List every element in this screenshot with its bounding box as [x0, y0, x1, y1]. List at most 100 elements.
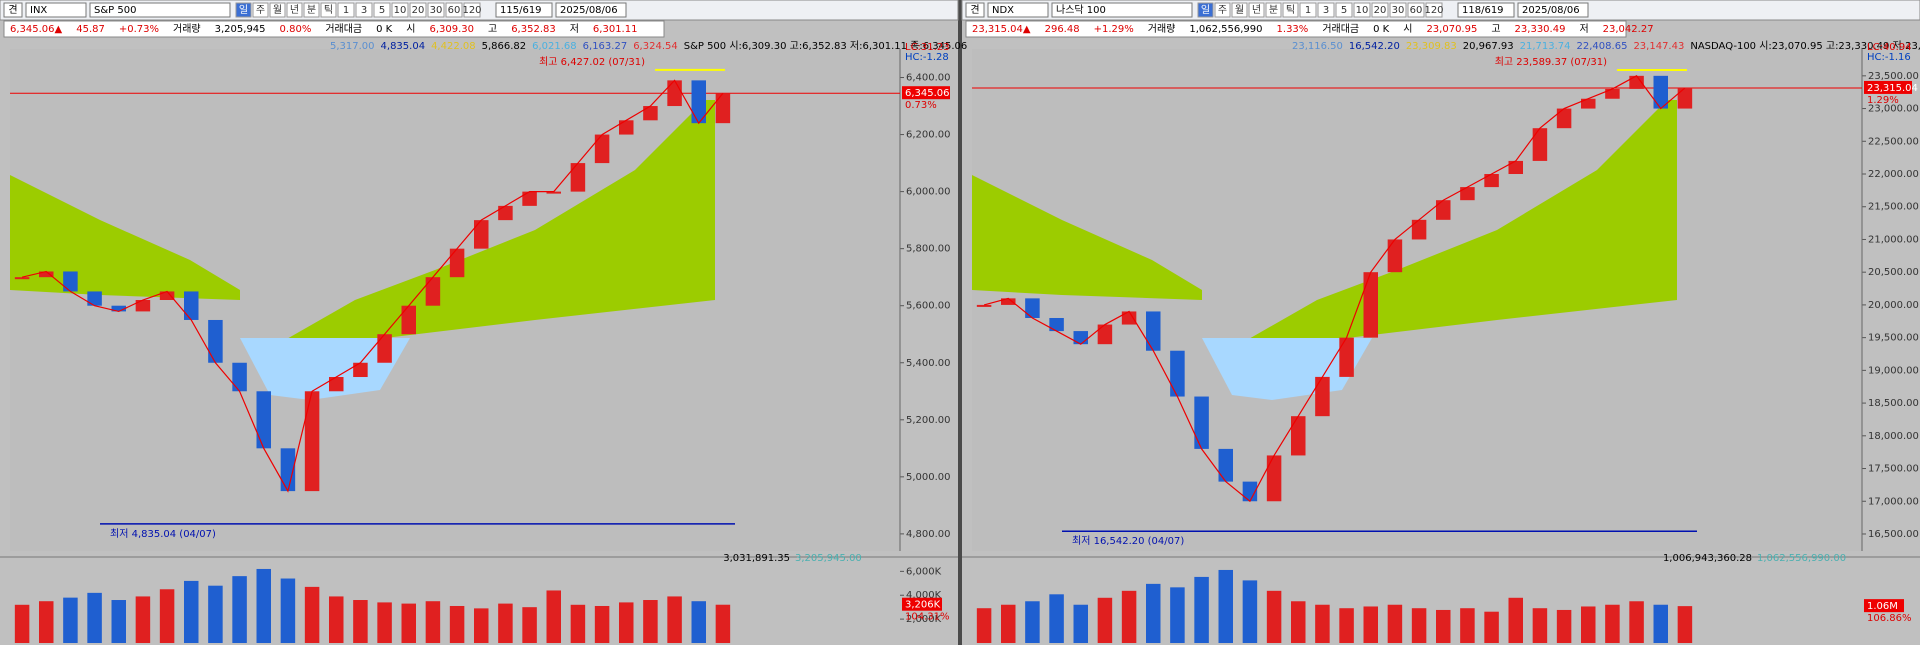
volume-bar — [449, 605, 465, 643]
period-button[interactable] — [1248, 2, 1265, 18]
period-button[interactable] — [1265, 2, 1282, 18]
period-label[interactable]: 120 — [462, 5, 481, 16]
period-label[interactable]: 틱 — [324, 4, 333, 16]
tab[interactable] — [3, 2, 23, 18]
tab-label[interactable]: 견 — [970, 4, 979, 16]
name-box[interactable] — [89, 2, 231, 18]
period-button[interactable] — [1317, 2, 1335, 18]
code-box[interactable] — [25, 2, 87, 18]
period-button[interactable] — [235, 2, 252, 18]
period-label[interactable]: 년 — [1252, 4, 1261, 16]
legend-item: S&P 500 시:6,309.30 고:6,352.83 저:6,301.11… — [684, 40, 968, 52]
candle — [401, 305, 416, 335]
period-label[interactable]: 분 — [1269, 4, 1278, 16]
date-box[interactable] — [555, 2, 627, 18]
period-label[interactable]: 3 — [1323, 5, 1329, 16]
code-box[interactable] — [987, 2, 1049, 18]
volume-bar — [1170, 587, 1185, 643]
info-item: 45.87 — [76, 24, 105, 35]
candle — [522, 191, 537, 206]
period-button[interactable] — [269, 2, 286, 18]
candle — [715, 93, 731, 124]
period-label[interactable]: 월 — [1235, 4, 1244, 16]
period-label[interactable]: 틱 — [1286, 4, 1295, 16]
volume-bar — [1629, 601, 1644, 643]
period-label[interactable]: 10 — [394, 5, 407, 16]
candle — [1653, 75, 1668, 109]
volume-bar — [159, 589, 175, 643]
period-button[interactable] — [1371, 2, 1389, 18]
period-label[interactable]: 60 — [448, 5, 461, 16]
period-label[interactable]: 20 — [1374, 5, 1387, 16]
info-item: 6,301.11 — [593, 24, 638, 35]
period-button[interactable] — [391, 2, 409, 18]
period-label[interactable]: 30 — [430, 5, 443, 16]
volume-bar — [1001, 604, 1016, 643]
y-tick-label: 6,200.00 — [906, 130, 951, 141]
tab-label[interactable]: 견 — [8, 4, 17, 16]
date-box[interactable] — [1517, 2, 1589, 18]
period-button[interactable] — [1214, 2, 1231, 18]
info-item: +0.73% — [119, 24, 159, 35]
volume-bar — [546, 590, 561, 643]
period-label[interactable]: 5 — [379, 5, 385, 16]
period-button[interactable] — [1407, 2, 1425, 18]
period-button[interactable] — [373, 2, 391, 18]
volume-bar — [377, 602, 392, 643]
candle — [14, 277, 30, 280]
period-label[interactable]: 120 — [1424, 5, 1443, 16]
candle — [1532, 128, 1548, 161]
period-label[interactable]: 분 — [307, 4, 316, 16]
period-button[interactable] — [1231, 2, 1248, 18]
period-label[interactable]: 60 — [1410, 5, 1423, 16]
period-label[interactable]: 주 — [1218, 5, 1227, 16]
period-button[interactable] — [1282, 2, 1299, 18]
candle — [1484, 174, 1499, 188]
period-button[interactable] — [1299, 2, 1317, 18]
period-button[interactable] — [445, 2, 463, 18]
period-button[interactable] — [1389, 2, 1407, 18]
count-box — [1457, 2, 1515, 18]
period-button[interactable] — [337, 2, 355, 18]
period-button[interactable] — [1197, 2, 1214, 18]
period-label[interactable]: 30 — [1392, 5, 1405, 16]
y-tick-label: 19,000.00 — [1868, 365, 1919, 376]
period-button[interactable] — [320, 2, 337, 18]
legend-item: 5,317.00 — [330, 41, 375, 52]
tab[interactable] — [965, 2, 985, 18]
period-label[interactable]: 1 — [1305, 5, 1311, 16]
period-button[interactable] — [409, 2, 427, 18]
period-label[interactable]: 주 — [256, 5, 265, 16]
candle — [1170, 350, 1185, 397]
period-button[interactable] — [1353, 2, 1371, 18]
period-label[interactable]: 일 — [239, 4, 248, 16]
period-button[interactable] — [303, 2, 320, 18]
period-label[interactable]: 20 — [412, 5, 425, 16]
candle — [1363, 272, 1378, 338]
period-label[interactable]: 월 — [273, 4, 282, 16]
candle — [449, 248, 465, 278]
period-button[interactable] — [355, 2, 373, 18]
period-label[interactable]: 10 — [1356, 5, 1369, 16]
period-button[interactable] — [427, 2, 445, 18]
period-label[interactable]: 5 — [1341, 5, 1347, 16]
low-label: 최저 16,542.20 (04/07) — [1072, 535, 1184, 547]
period-button[interactable] — [252, 2, 269, 18]
period-button[interactable] — [1425, 2, 1443, 18]
high-label: 최고 6,427.02 (07/31) — [539, 56, 645, 68]
period-label[interactable]: 1 — [343, 5, 349, 16]
info-item: 거래량 — [1148, 23, 1176, 35]
period-button[interactable] — [1335, 2, 1353, 18]
legend-item: 20,967.93 — [1463, 41, 1514, 52]
close-line — [983, 75, 1686, 503]
period-button[interactable] — [463, 2, 481, 18]
period-button[interactable] — [286, 2, 303, 18]
period-label[interactable]: 년 — [290, 4, 299, 16]
legend-item: 23,116.50 — [1292, 41, 1343, 52]
period-label[interactable]: 일 — [1201, 4, 1210, 16]
volume-bar — [1556, 609, 1572, 643]
name-box[interactable] — [1051, 2, 1193, 18]
candle — [1629, 75, 1644, 89]
period-label[interactable]: 3 — [361, 5, 367, 16]
last-label: 6,345.06 — [905, 88, 950, 99]
